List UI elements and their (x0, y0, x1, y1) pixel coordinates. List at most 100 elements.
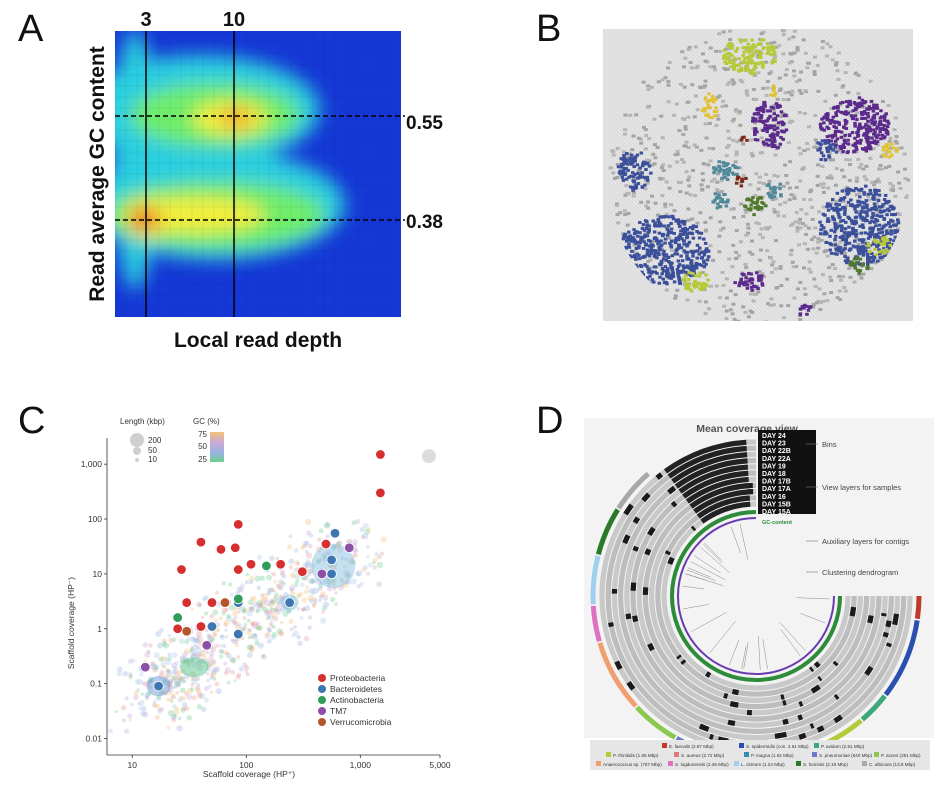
contig-dot (781, 137, 785, 141)
contig-dot (892, 223, 896, 227)
contig-dot (755, 108, 759, 112)
contig-dot (645, 105, 650, 109)
background-point (224, 628, 229, 633)
contig-dot (766, 46, 770, 50)
contig-dot (634, 247, 639, 251)
contig-dot (805, 66, 810, 70)
contig-dot (836, 210, 840, 214)
contig-dot (792, 197, 797, 201)
contig-dot (747, 50, 751, 54)
contig-dot (641, 125, 646, 129)
contig-dot (807, 267, 812, 271)
contig-dot (644, 230, 649, 234)
contig-dot (646, 88, 651, 92)
background-point (361, 567, 367, 573)
contig-dot (819, 151, 824, 155)
contig-dot (899, 146, 904, 150)
contig-dot (688, 193, 693, 197)
background-point (269, 607, 273, 611)
contig-dot (871, 242, 876, 246)
contig-dot (865, 254, 870, 258)
contig-dot (757, 274, 761, 278)
contig-dot (816, 237, 821, 241)
background-point (279, 608, 283, 612)
background-point (184, 691, 189, 696)
contig-dot (847, 178, 852, 182)
coverage-segment (774, 733, 780, 739)
background-point (377, 554, 382, 560)
contig-dot (885, 232, 889, 236)
contig-dot (902, 167, 907, 171)
contig-dot (694, 225, 699, 229)
background-point (266, 631, 271, 636)
contig-dot (869, 192, 873, 196)
contig-dot (642, 228, 647, 232)
contig-dot (756, 207, 760, 211)
background-point (288, 558, 295, 565)
background-point (221, 607, 228, 613)
background-point (246, 644, 253, 651)
legend-label: Bacteroidetes (330, 684, 382, 694)
contig-dot (725, 82, 730, 86)
contig-dot (855, 117, 859, 121)
contig-dot (856, 141, 860, 145)
contig-dot (854, 210, 858, 214)
contig-dot (825, 202, 830, 206)
contig-dot (624, 239, 629, 243)
background-point (266, 614, 271, 619)
contig-dot (847, 232, 852, 236)
background-point (142, 711, 149, 718)
contig-dot (722, 66, 727, 70)
contig-dot (659, 165, 664, 169)
contig-dot (878, 214, 882, 218)
background-point (230, 638, 234, 642)
contig-dot (871, 228, 875, 232)
contig-dot (890, 219, 895, 223)
contig-dot (681, 132, 686, 136)
contig-dot (775, 114, 780, 118)
contig-dot (637, 257, 642, 261)
contig-dot (864, 136, 868, 140)
contig-dot (844, 220, 848, 224)
contig-dot (675, 267, 680, 271)
contig-dot (881, 210, 885, 214)
contig-dot (749, 198, 754, 202)
contig-dot (717, 32, 722, 36)
background-point (264, 608, 271, 615)
background-point (193, 637, 200, 644)
contig-dot (683, 280, 687, 284)
contig-dot (646, 161, 650, 165)
contig-dot (876, 199, 881, 203)
contig-dot (717, 164, 721, 168)
contig-dot (876, 177, 881, 181)
contig-dot (882, 251, 886, 255)
contig-dot (835, 191, 840, 195)
contig-dot (658, 275, 662, 279)
contig-dot (841, 143, 846, 147)
contig-dot (777, 144, 782, 148)
contig-dot (676, 264, 681, 268)
contig-dot (797, 243, 802, 247)
contig-dot (777, 44, 782, 48)
contig-dot (677, 245, 682, 249)
legend-label: P. acnes (251 Mbp) (881, 753, 921, 758)
contig-dot (743, 204, 748, 208)
contig-dot (652, 280, 656, 284)
contig-dot (872, 103, 876, 107)
background-point (161, 641, 167, 647)
contig-dot (888, 181, 893, 185)
contig-dot (682, 283, 687, 287)
background-point (203, 686, 209, 692)
contig-dot (705, 258, 710, 262)
contig-dot (863, 116, 868, 120)
contig-dot (837, 274, 842, 278)
contig-dot (868, 127, 872, 131)
contig-dot (843, 207, 847, 211)
contig-dot (887, 209, 891, 213)
contig-dot (853, 124, 857, 128)
contig-dot (618, 211, 623, 215)
contig-dot (739, 184, 744, 188)
background-point (136, 678, 143, 685)
contig-dot (755, 49, 760, 53)
